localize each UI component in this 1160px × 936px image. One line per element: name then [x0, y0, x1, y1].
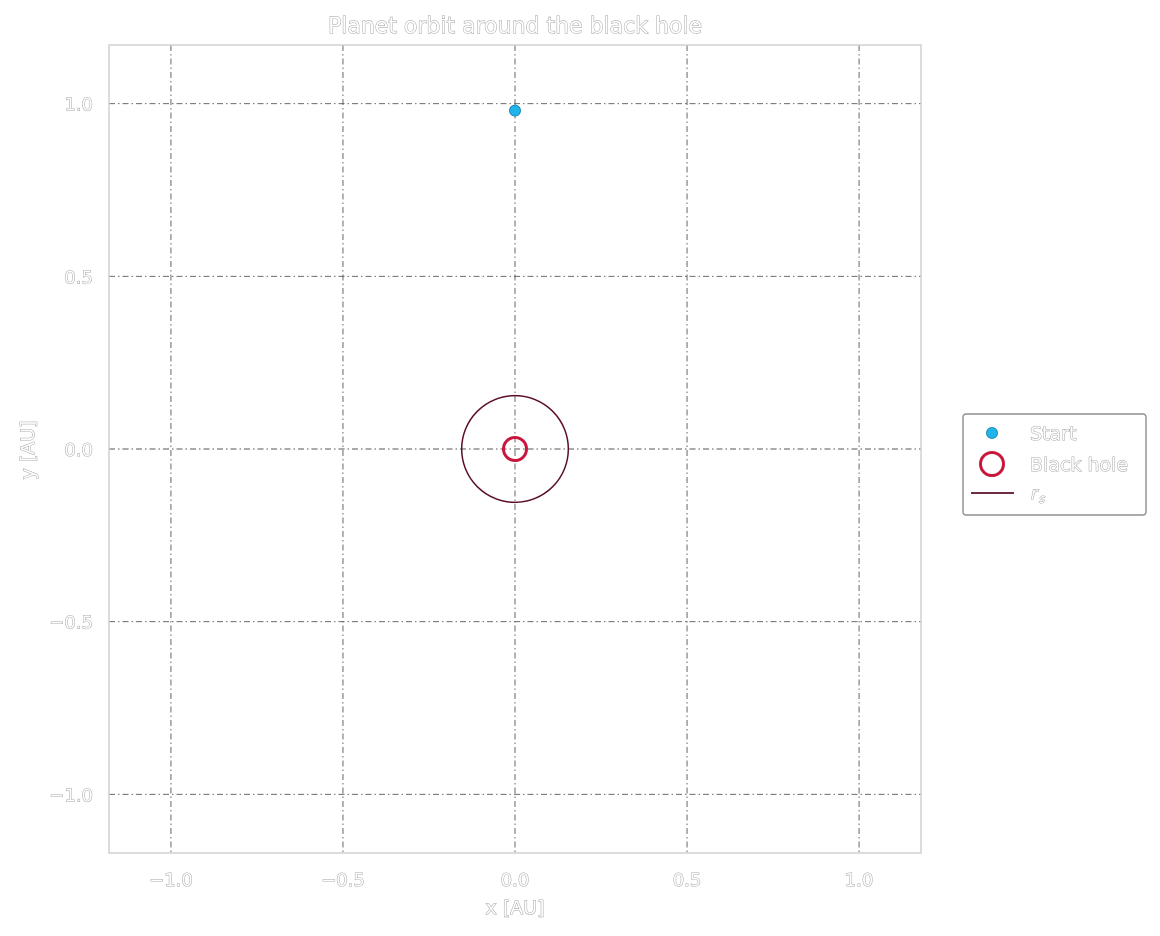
y-tick-label: −1.0 — [49, 785, 93, 806]
grid-layer — [109, 45, 921, 853]
legend-rs-label: r — [1031, 484, 1039, 504]
x-tick-label: 0.5 — [673, 870, 702, 891]
y-tick-label: −0.5 — [49, 613, 93, 634]
x-tick-label: 0.0 — [501, 870, 530, 891]
mark-layer — [460, 104, 570, 504]
tick-layer: −1.0 −0.5 0.0 0.5 1.0 −1.0 −0.5 0.0 0.5 1.0 — [49, 94, 874, 891]
y-tick-label: 0.5 — [64, 267, 93, 288]
legend-frame — [962, 413, 1147, 516]
legend-entries: Start Black hole r s — [971, 423, 1128, 506]
y-axis-label: y [AU] — [17, 420, 39, 479]
legend-start-dot — [986, 427, 998, 439]
y-tick-label: 1.0 — [64, 95, 93, 116]
legend-start-label: Start — [1030, 423, 1076, 445]
x-tick-label: −0.5 — [321, 870, 365, 891]
x-tick-label: −1.0 — [149, 870, 193, 891]
black-hole-marker — [502, 436, 528, 462]
legend-rs-subscript: s — [1039, 492, 1045, 506]
legend: Start Black hole r s — [962, 413, 1147, 516]
legend-black-hole-ring — [979, 451, 1005, 477]
legend-black-hole-label: Black hole — [1030, 454, 1128, 476]
schwarzschild-radius-circle — [460, 394, 570, 504]
x-tick-label: 1.0 — [845, 870, 874, 891]
y-tick-label: 0.0 — [64, 440, 93, 461]
chart-title: Planet orbit around the black hole — [328, 14, 702, 39]
start-point — [509, 104, 521, 117]
x-axis-label: x [AU] — [485, 897, 544, 919]
plot-frame — [108, 44, 922, 854]
